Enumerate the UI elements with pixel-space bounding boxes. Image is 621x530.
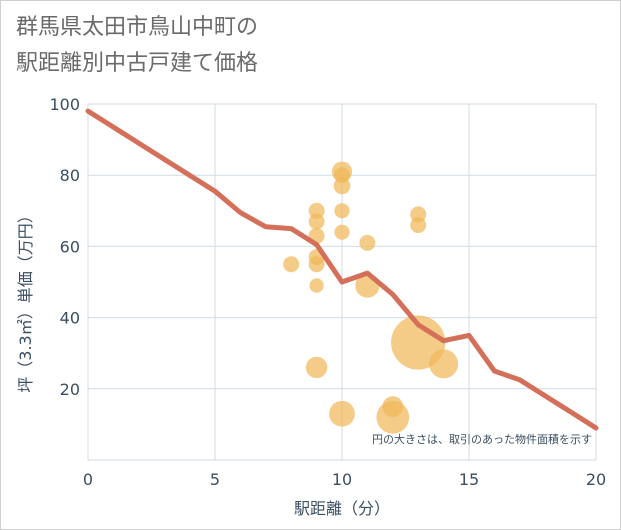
bubble-point [376, 400, 410, 434]
chart-title-line-2: 駅距離別中古戸建て価格 [16, 51, 259, 76]
y-tick-labels: 20 40 60 80 100 [49, 95, 80, 399]
bubble-point [429, 349, 459, 379]
trend-line [85, 108, 599, 431]
bubble-point [308, 256, 325, 273]
x-tick-labels: 0 5 10 15 20 [83, 470, 606, 489]
y-tick-label: 100 [49, 95, 80, 114]
x-tick-label: 10 [332, 470, 352, 489]
y-tick-label: 20 [60, 380, 80, 399]
bubble-point [305, 356, 328, 379]
bubble-point [359, 234, 376, 251]
bubble-point [283, 256, 300, 273]
bubble-point [329, 400, 355, 427]
y-tick-label: 80 [60, 166, 80, 185]
bubble-point [334, 203, 350, 219]
y-tick-label: 40 [60, 309, 80, 328]
bubble-point [410, 217, 427, 234]
chart-note: 円の大きさは、取引のあった物件面積を示す [372, 432, 592, 446]
bubble-point [309, 278, 324, 293]
x-tick-label: 15 [459, 470, 479, 489]
bubble-point [334, 224, 350, 240]
x-axis-title: 駅距離（分） [294, 499, 390, 518]
line-series [85, 108, 599, 431]
x-tick-label: 0 [83, 470, 93, 489]
bubble-point [333, 177, 351, 195]
x-tick-label: 20 [586, 470, 606, 489]
y-tick-label: 60 [60, 237, 80, 256]
bubble-point [308, 213, 325, 230]
bubble-series [283, 161, 459, 434]
y-axis-title: 坪（3.3㎡）単価（万円） [16, 207, 35, 392]
x-tick-label: 5 [210, 470, 220, 489]
chart-title: 群馬県太田市鳥山中町の 駅距離別中古戸建て価格 [16, 10, 258, 82]
chart-title-line-1: 群馬県太田市鳥山中町の [16, 15, 259, 40]
